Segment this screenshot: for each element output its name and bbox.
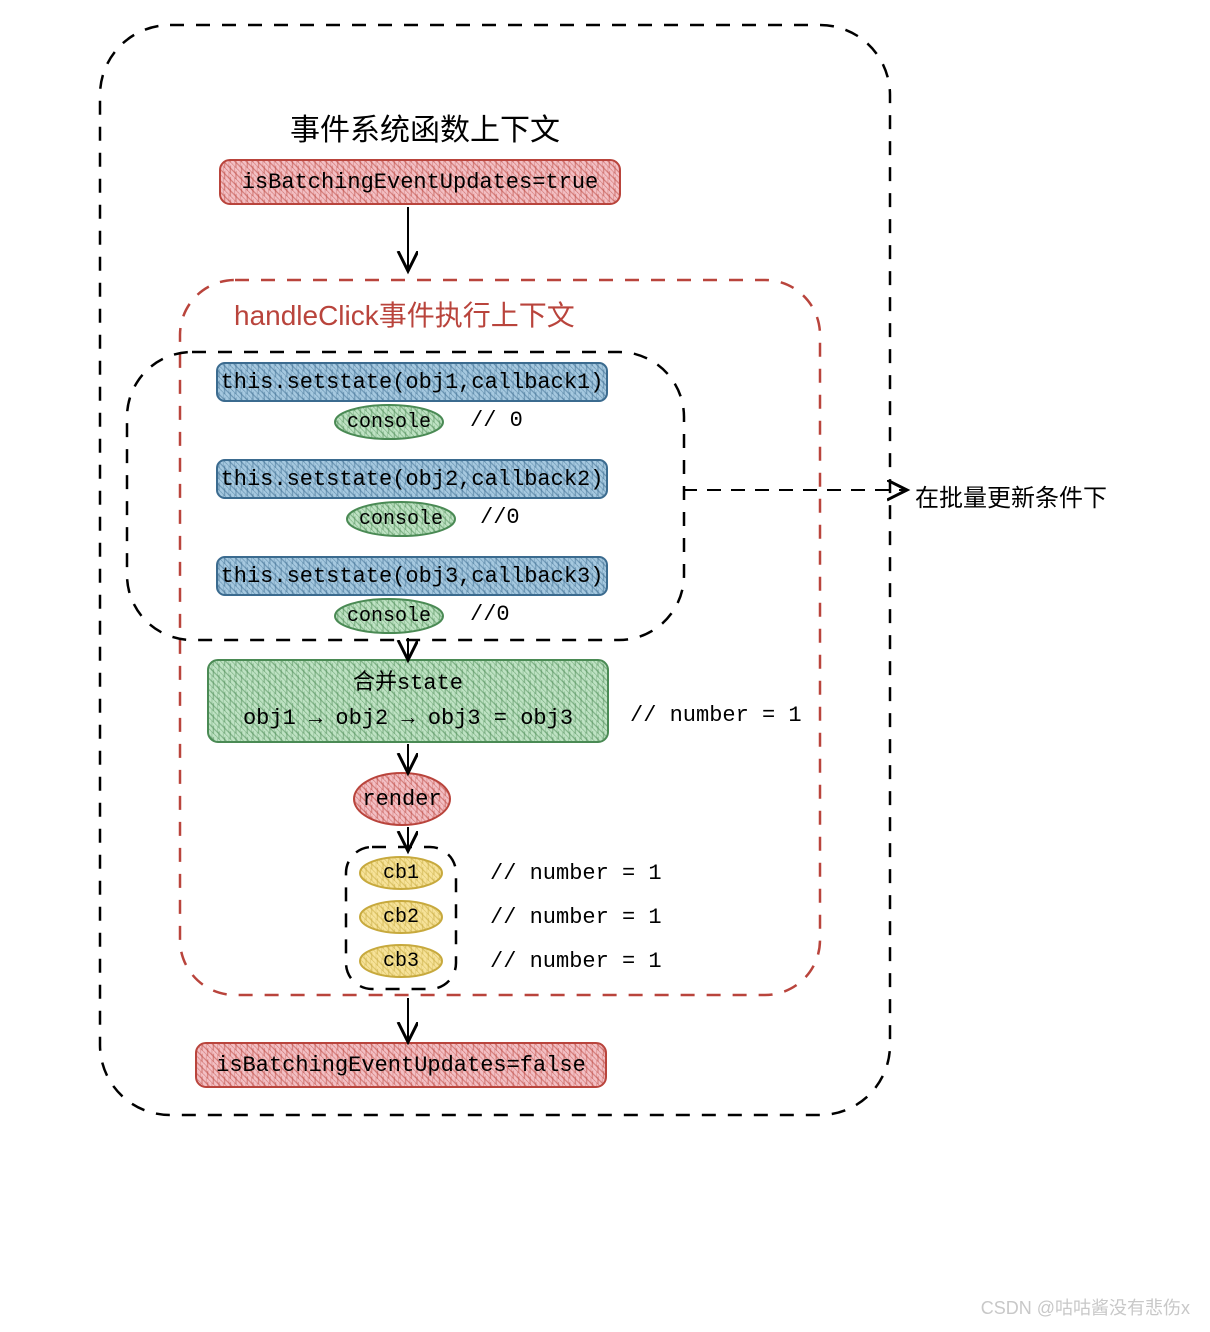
node-merge-state: 合并state obj1 → obj2 → obj3 = obj3 [208,660,608,742]
node-console-2: console [347,502,455,536]
node-cb1: cb1 [360,857,442,889]
node-render: render [354,773,450,825]
node-cb3: cb3 [360,945,442,977]
node-setstate-1: this.setstate(obj1,callback1) [217,363,607,401]
node-setstate-3: this.setstate(obj3,callback3) [217,557,607,595]
node-batching-true: isBatchingEventUpdates=true [220,160,620,204]
handleclick-title: handleClick事件执行上下文 [234,294,575,334]
comment-cb2: // number = 1 [490,905,662,930]
comment-cb3: // number = 1 [490,949,662,974]
node-console-3: console [335,599,443,633]
node-cb2: cb2 [360,901,442,933]
node-batching-false: isBatchingEventUpdates=false [196,1043,606,1087]
comment-console-2: //0 [480,505,520,530]
merge-line1: 合并state [353,666,463,701]
comment-merge: // number = 1 [630,703,802,728]
watermark: CSDN @咕咕酱没有悲伤x [981,1294,1190,1320]
merge-line2: obj1 → obj2 → obj3 = obj3 [243,701,573,736]
comment-console-3: //0 [470,602,510,627]
comment-cb1: // number = 1 [490,861,662,886]
node-setstate-2: this.setstate(obj2,callback2) [217,460,607,498]
side-label-batch: 在批量更新条件下 [915,478,1107,513]
outer-title: 事件系统函数上下文 [290,105,560,149]
node-console-1: console [335,405,443,439]
comment-console-1: // 0 [470,408,523,433]
